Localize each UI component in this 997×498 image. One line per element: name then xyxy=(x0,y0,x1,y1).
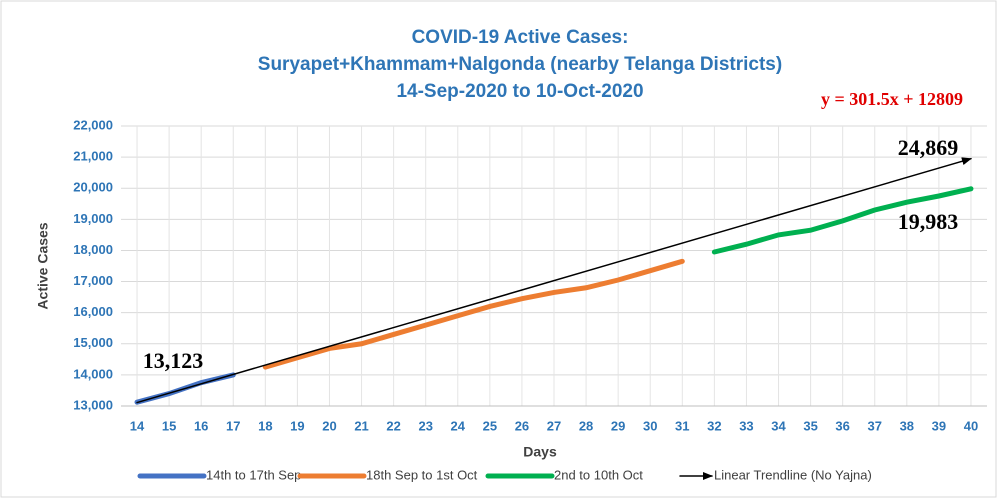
x-axis-label: Days xyxy=(523,444,557,460)
x-tick-label: 37 xyxy=(868,418,882,433)
y-tick-label: 22,000 xyxy=(73,117,113,132)
x-tick-label: 17 xyxy=(226,418,240,433)
y-tick-label: 21,000 xyxy=(73,149,113,164)
x-tick-label: 28 xyxy=(579,418,593,433)
annotation: 13,123 xyxy=(143,348,204,373)
annotation: y = 301.5x + 12809 xyxy=(821,89,963,109)
x-tick-label: 40 xyxy=(964,418,978,433)
x-tick-label: 27 xyxy=(547,418,561,433)
x-tick-label: 19 xyxy=(290,418,304,433)
x-tick-label: 39 xyxy=(932,418,946,433)
y-tick-label: 14,000 xyxy=(73,366,113,381)
x-tick-label: 16 xyxy=(194,418,208,433)
y-tick-label: 18,000 xyxy=(73,242,113,257)
x-tick-label: 24 xyxy=(451,418,466,433)
chart-title: Suryapet+Khammam+Nalgonda (nearby Telang… xyxy=(258,54,782,75)
trendline xyxy=(136,157,972,404)
y-tick-label: 13,000 xyxy=(73,397,113,412)
y-axis-label: Active Cases xyxy=(35,222,51,309)
y-tick-label: 16,000 xyxy=(73,304,113,319)
y-tick-label: 17,000 xyxy=(73,273,113,288)
legend-label: 2nd to 10th Oct xyxy=(554,467,643,482)
x-tick-label: 18 xyxy=(258,418,272,433)
x-tick-label: 34 xyxy=(771,418,786,433)
x-tick-label: 35 xyxy=(803,418,817,433)
x-tick-label: 29 xyxy=(611,418,625,433)
legend-label: 18th Sep to 1st Oct xyxy=(366,467,478,482)
y-tick-label: 19,000 xyxy=(73,211,113,226)
chart-title: COVID-19 Active Cases: xyxy=(412,27,629,48)
x-tick-label: 14 xyxy=(130,418,145,433)
x-tick-label: 23 xyxy=(418,418,432,433)
x-tick-label: 38 xyxy=(900,418,914,433)
chart-title: 14-Sep-2020 to 10-Oct-2020 xyxy=(396,81,643,102)
x-tick-label: 22 xyxy=(386,418,400,433)
x-tick-label: 36 xyxy=(835,418,849,433)
x-tick-label: 20 xyxy=(322,418,336,433)
series-line xyxy=(262,258,685,370)
series-line xyxy=(711,186,974,255)
legend-label: 14th to 17th Sep xyxy=(206,467,301,482)
x-tick-label: 32 xyxy=(707,418,721,433)
x-tick-label: 26 xyxy=(515,418,529,433)
x-tick-label: 25 xyxy=(483,418,497,433)
legend-label: Linear Trendline (No Yajna) xyxy=(714,467,872,482)
annotation: 24,869 xyxy=(898,135,959,160)
x-tick-label: 31 xyxy=(675,418,689,433)
x-tick-label: 33 xyxy=(739,418,753,433)
x-tick-label: 21 xyxy=(354,418,368,433)
x-tick-label: 30 xyxy=(643,418,657,433)
y-tick-label: 20,000 xyxy=(73,180,113,195)
y-tick-label: 15,000 xyxy=(73,335,113,350)
x-tick-label: 15 xyxy=(162,418,176,433)
annotation: 19,983 xyxy=(898,209,959,234)
